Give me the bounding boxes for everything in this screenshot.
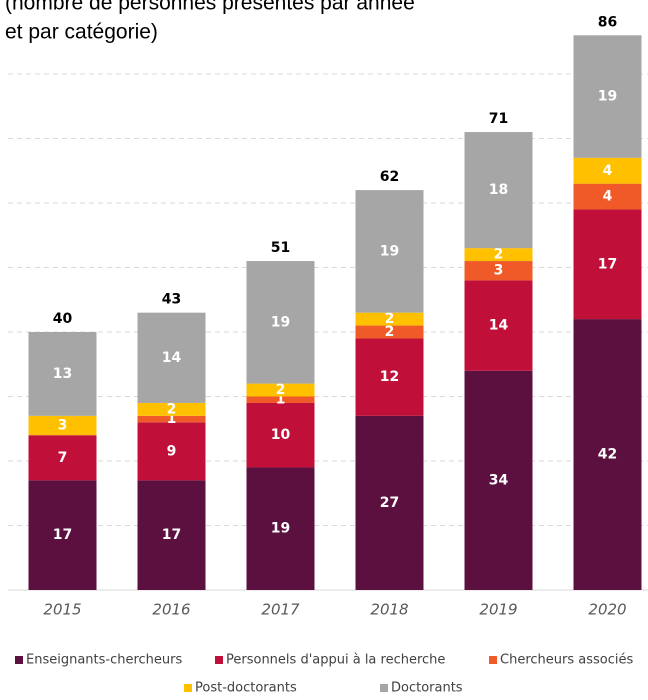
data-label: 12 xyxy=(380,369,399,385)
bar-segment xyxy=(246,383,315,397)
bar-segment xyxy=(137,312,206,403)
bar-segment xyxy=(246,467,315,590)
data-label: 2 xyxy=(167,401,177,417)
bar-segment xyxy=(355,190,424,313)
x-tick-label: 2017 xyxy=(261,601,300,619)
x-tick-label: 2015 xyxy=(43,601,81,619)
bar-segment xyxy=(137,480,206,590)
total-label: 51 xyxy=(271,240,290,256)
chart-subtitle: (nombre de personnes présentes par année xyxy=(5,0,415,15)
data-label: 19 xyxy=(271,521,290,537)
bar-segment xyxy=(355,312,424,326)
total-label: 40 xyxy=(53,311,73,327)
bar-segment xyxy=(573,319,642,590)
bar-segment xyxy=(28,332,97,416)
legend-label: Post-doctorants xyxy=(195,681,297,696)
legend-label: Enseignants-chercheurs xyxy=(26,653,183,668)
legend-swatch xyxy=(380,684,388,692)
data-label: 17 xyxy=(598,256,617,272)
data-label: 2 xyxy=(494,247,504,263)
bar-segment xyxy=(573,183,642,210)
bar-segment xyxy=(137,422,206,481)
data-label: 18 xyxy=(489,182,508,198)
data-label: 13 xyxy=(53,366,72,382)
chart-subtitle: et par catégorie) xyxy=(5,21,158,44)
x-tick-label: 2020 xyxy=(588,601,626,619)
legend-swatch xyxy=(489,656,497,664)
data-label: 7 xyxy=(58,450,68,466)
data-label: 27 xyxy=(380,495,399,511)
bar-segment xyxy=(464,248,533,262)
total-label: 86 xyxy=(598,14,617,30)
bar-segment xyxy=(137,402,206,416)
x-tick-label: 2018 xyxy=(370,601,408,619)
data-label: 17 xyxy=(162,527,181,543)
bar-segment xyxy=(464,261,533,281)
data-label: 10 xyxy=(271,427,291,443)
bar-segment xyxy=(246,261,315,384)
data-label: 19 xyxy=(380,243,399,259)
bar-segment xyxy=(355,415,424,590)
bar-segment xyxy=(28,435,97,481)
legend-label: Personnels d'appui à la recherche xyxy=(226,653,445,668)
bar-segment xyxy=(137,415,206,423)
data-label: 3 xyxy=(494,263,504,279)
bar-segment xyxy=(464,280,533,371)
data-label: 2 xyxy=(385,311,395,327)
data-label: 19 xyxy=(598,89,617,105)
legend-swatch xyxy=(215,656,223,664)
total-label: 71 xyxy=(489,111,508,127)
data-label: 1 xyxy=(167,411,177,427)
total-label: 62 xyxy=(380,169,399,185)
bar-segment xyxy=(573,209,642,320)
bar-segment xyxy=(246,402,315,468)
bar-segment xyxy=(28,415,97,436)
legend-swatch xyxy=(184,684,192,692)
bar-segment xyxy=(246,396,315,403)
x-tick-label: 2016 xyxy=(152,601,190,619)
legend-swatch xyxy=(15,656,23,664)
legend-label: Chercheurs associés xyxy=(500,653,633,668)
bar-segment xyxy=(464,370,533,590)
total-label: 43 xyxy=(162,292,181,308)
data-label: 2 xyxy=(385,324,395,340)
bar-segment xyxy=(573,35,642,158)
data-label: 9 xyxy=(167,443,177,459)
data-label: 4 xyxy=(603,189,613,205)
data-label: 14 xyxy=(162,350,182,366)
data-label: 19 xyxy=(271,314,290,330)
data-label: 4 xyxy=(603,163,613,179)
x-tick-label: 2019 xyxy=(479,601,517,619)
data-label: 34 xyxy=(489,472,509,488)
bar-segment xyxy=(28,480,97,590)
data-label: 1 xyxy=(276,392,286,408)
data-label: 17 xyxy=(53,527,72,543)
bar-segment xyxy=(355,338,424,416)
bar-segment xyxy=(573,157,642,184)
data-label: 2 xyxy=(276,382,286,398)
legend-label: Doctorants xyxy=(391,681,463,696)
bar-segment xyxy=(355,325,424,339)
data-label: 42 xyxy=(598,447,617,463)
data-label: 3 xyxy=(58,418,68,434)
data-label: 14 xyxy=(489,318,509,334)
bar-segment xyxy=(464,132,533,249)
